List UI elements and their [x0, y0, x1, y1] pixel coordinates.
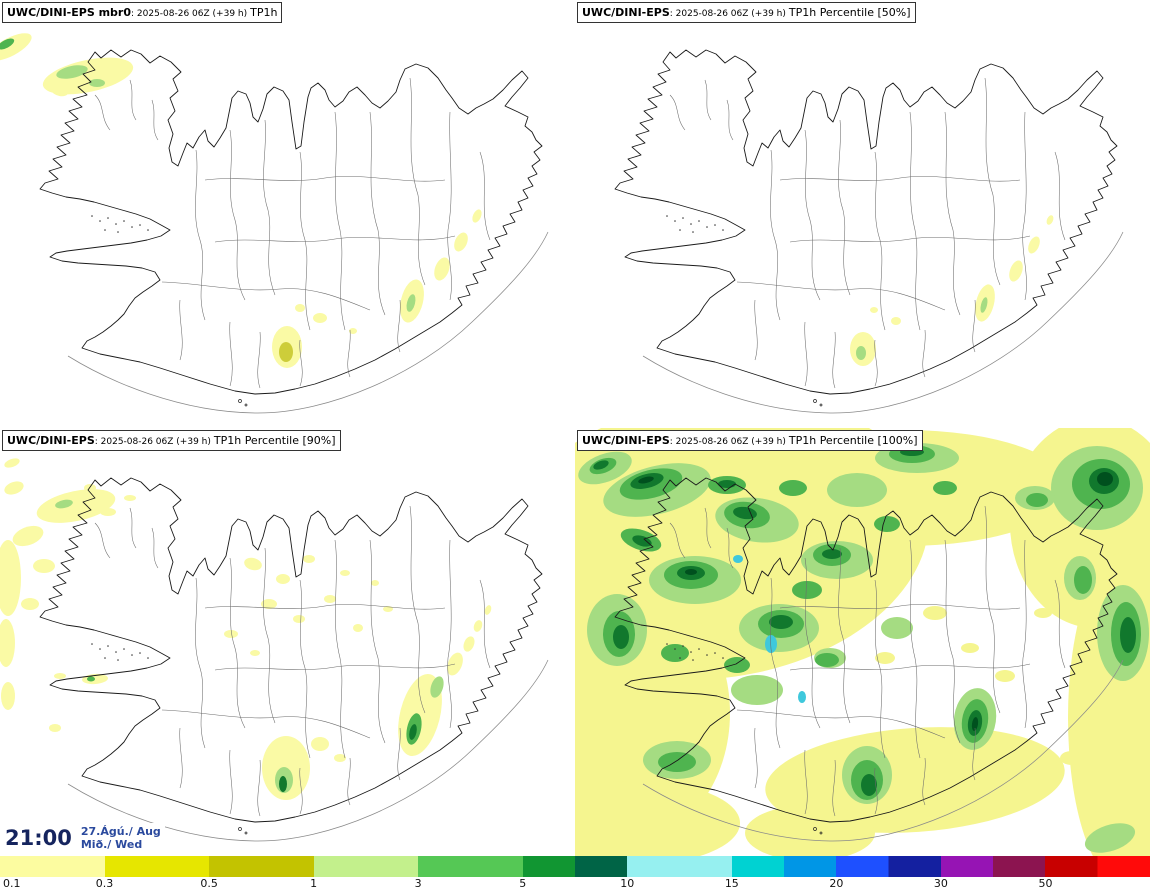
- precip-blobs: [850, 215, 1054, 366]
- valid-time: 21:00: [5, 826, 72, 850]
- colorbar-tick: 0.5: [200, 877, 218, 890]
- panel-title-meta: : 2025-08-26 06Z (+39 h): [131, 9, 248, 19]
- panel-title: UWC/DINI-EPS: 2025-08-26 06Z (+39 h) TP1h…: [577, 2, 916, 23]
- panel-title-param: TP1h Percentile [50%]: [788, 6, 911, 19]
- colorbar-tick: 1: [310, 877, 318, 890]
- colorbar-segment: [104, 856, 210, 877]
- colorbar-segment: [627, 856, 732, 877]
- colorbar-segment: [209, 856, 314, 877]
- valid-time-block: 21:00 27.Ágú./ Aug Mið./ Wed: [5, 823, 165, 853]
- panel-title-param: TP1h Percentile [100%]: [788, 434, 918, 447]
- panel-title-param: TP1h Percentile [90%]: [213, 434, 336, 447]
- iceland-map: [575, 428, 1150, 856]
- panel-p90: UWC/DINI-EPS: 2025-08-26 06Z (+39 h) TP1h…: [0, 428, 575, 856]
- panel-title: UWC/DINI-EPS: 2025-08-26 06Z (+39 h) TP1h…: [577, 430, 923, 451]
- panel-p100: UWC/DINI-EPS: 2025-08-26 06Z (+39 h) TP1h…: [575, 428, 1150, 856]
- panel-title-meta: : 2025-08-26 06Z (+39 h): [669, 437, 786, 447]
- colorbar-segment: [0, 856, 105, 877]
- panel-title-param: TP1h: [250, 6, 278, 19]
- panel-title-model: UWC/DINI-EPS: [582, 6, 670, 19]
- precip-blobs: [0, 33, 482, 368]
- panel-title-meta: : 2025-08-26 06Z (+39 h): [94, 437, 211, 447]
- iceland-map: [0, 458, 549, 842]
- colorbar-segment: [418, 856, 523, 877]
- colorbar-tick: 50: [1038, 877, 1053, 890]
- panel-title-meta: : 2025-08-26 06Z (+39 h): [669, 9, 786, 19]
- precip-blobs: [0, 458, 492, 800]
- panel-mbr0: UWC/DINI-EPS mbr0: 2025-08-26 06Z (+39 h…: [0, 0, 575, 428]
- panel-grid: UWC/DINI-EPS mbr0: 2025-08-26 06Z (+39 h…: [0, 0, 1150, 856]
- colorbar-tick: 15: [724, 877, 739, 890]
- precip-blobs: [575, 428, 1150, 856]
- colorbar: [0, 856, 1150, 877]
- iceland-map: [0, 33, 549, 414]
- colorbar-ticks: 0.1 0.3 0.5 1 3 5 10 15 20 30 50: [0, 877, 1150, 891]
- colorbar-segment: [731, 856, 837, 877]
- panel-title-model: UWC/DINI-EPS: [582, 434, 670, 447]
- colorbar-segment: [522, 856, 628, 877]
- colorbar-segment: [836, 856, 941, 877]
- colorbar-tick: 5: [519, 877, 527, 890]
- colorbar-tick: 0.1: [3, 877, 21, 890]
- iceland-map: [614, 49, 1124, 414]
- valid-day: Mið./ Wed: [80, 838, 143, 851]
- panel-p50: UWC/DINI-EPS: 2025-08-26 06Z (+39 h) TP1h…: [575, 0, 1150, 428]
- colorbar-tick: 10: [620, 877, 635, 890]
- panel-title-model: UWC/DINI-EPS mbr0: [7, 6, 131, 19]
- colorbar-tick: 20: [829, 877, 844, 890]
- panel-title: UWC/DINI-EPS: 2025-08-26 06Z (+39 h) TP1h…: [2, 430, 341, 451]
- panel-title-model: UWC/DINI-EPS: [7, 434, 95, 447]
- colorbar-tick: 30: [933, 877, 948, 890]
- colorbar-tick: 3: [414, 877, 422, 890]
- colorbar-segment: [1045, 856, 1150, 877]
- colorbar-segment: [940, 856, 1046, 877]
- valid-date: 27.Ágú./ Aug: [80, 825, 161, 838]
- panel-title: UWC/DINI-EPS mbr0: 2025-08-26 06Z (+39 h…: [2, 2, 283, 23]
- colorbar-tick: 0.3: [95, 877, 114, 890]
- colorbar-segment: [313, 856, 419, 877]
